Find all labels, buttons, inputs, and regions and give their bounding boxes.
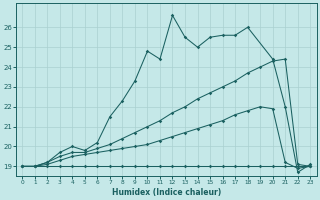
X-axis label: Humidex (Indice chaleur): Humidex (Indice chaleur) [112,188,221,197]
